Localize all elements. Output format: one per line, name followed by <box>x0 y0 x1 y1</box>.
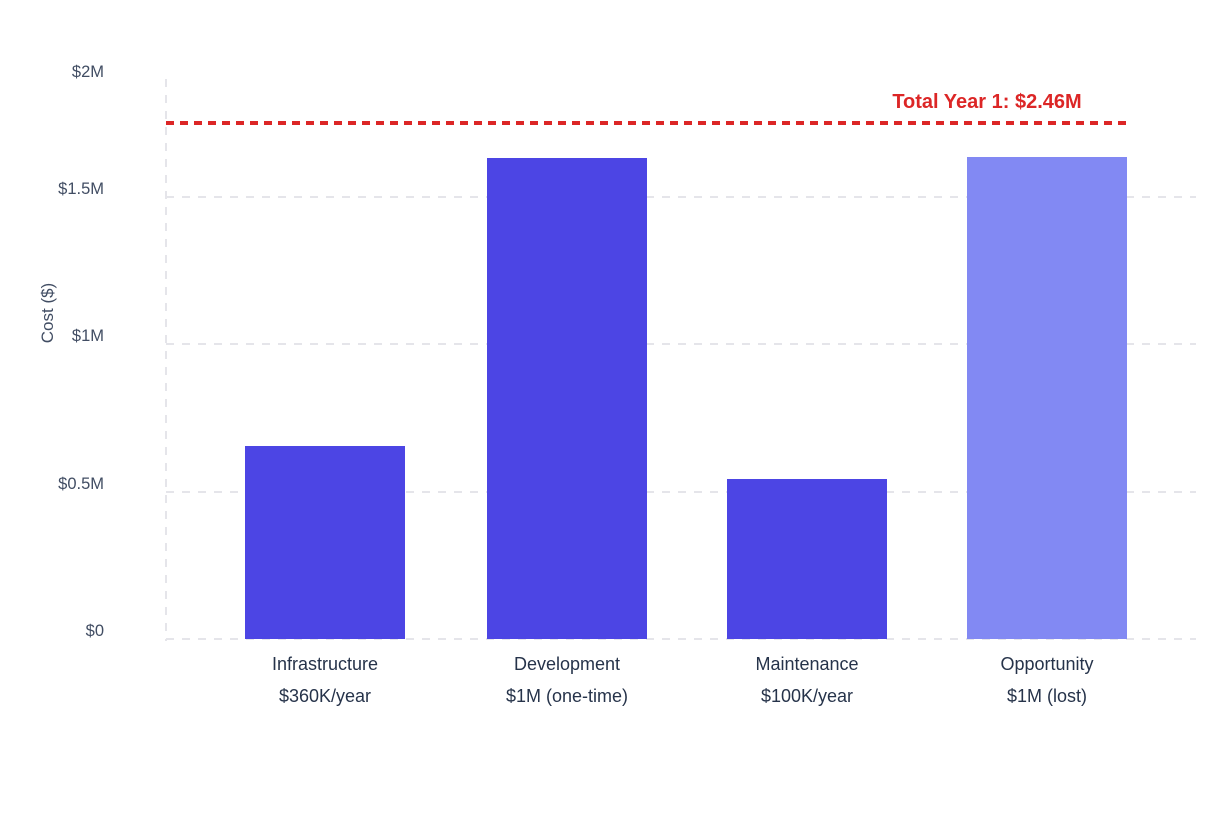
category-name: Infrastructure <box>271 654 379 674</box>
category-sublabel: $360K/year <box>278 686 372 706</box>
y-axis-title: Cost ($) <box>38 282 57 344</box>
y-tick-label: $2M <box>71 63 104 81</box>
x-category-label: Development $1M (one-time) <box>437 648 697 712</box>
bar-opportunity <box>967 157 1127 639</box>
category-sublabel: $100K/year <box>760 686 854 706</box>
y-tick-label: $1.5M <box>58 180 104 199</box>
gridline-1M <box>166 343 1196 346</box>
y-tick-label: $0 <box>85 622 104 640</box>
gridline-1.5M <box>166 196 1196 199</box>
category-name: Development <box>513 654 621 674</box>
y-tick-label: $1M <box>71 327 104 346</box>
y-tick-label: $0.5M <box>58 474 104 493</box>
y-axis-line <box>165 79 167 641</box>
bar-infrastructure <box>245 446 405 639</box>
x-category-label: Infrastructure $360K/year <box>195 648 455 712</box>
gridline-0.5M <box>166 490 1196 493</box>
x-category-label: Opportunity $1M (lost) <box>917 648 1177 712</box>
category-name: Maintenance <box>755 654 859 674</box>
total-threshold-line <box>166 121 1131 126</box>
category-name: Opportunity <box>1000 654 1094 674</box>
gridline-0 <box>166 638 1196 640</box>
bar-maintenance <box>727 479 887 639</box>
x-category-label: Maintenance $100K/year <box>677 648 937 712</box>
category-sublabel: $1M (lost) <box>1006 686 1087 706</box>
total-annotation-label: Total Year 1: $2.46M <box>892 91 1082 113</box>
bar-development <box>487 158 647 639</box>
category-sublabel: $1M (one-time) <box>505 686 629 706</box>
